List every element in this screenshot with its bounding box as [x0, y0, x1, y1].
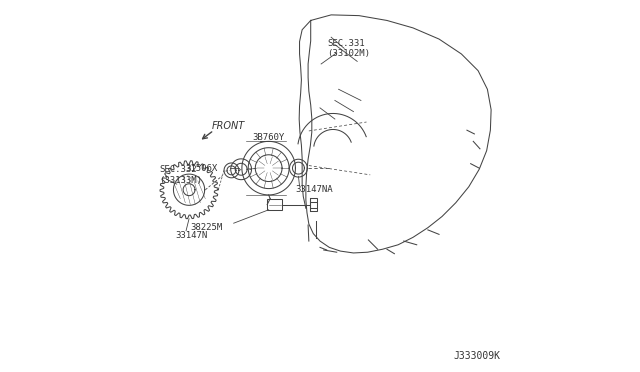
Bar [310, 198, 317, 211]
Text: 38225M: 38225M [190, 223, 223, 232]
Text: 3B760Y: 3B760Y [252, 133, 285, 142]
Text: FRONT: FRONT [211, 121, 244, 131]
Bar [267, 199, 282, 210]
Text: J333009K: J333009K [453, 351, 500, 361]
Text: 31506X: 31506X [186, 164, 218, 173]
Text: SEC.332
(33133M): SEC.332 (33133M) [159, 165, 202, 185]
Text: 33147N: 33147N [175, 231, 208, 240]
Text: 33147NA: 33147NA [296, 185, 333, 194]
Text: SEC.331
(33102M): SEC.331 (33102M) [327, 39, 370, 58]
